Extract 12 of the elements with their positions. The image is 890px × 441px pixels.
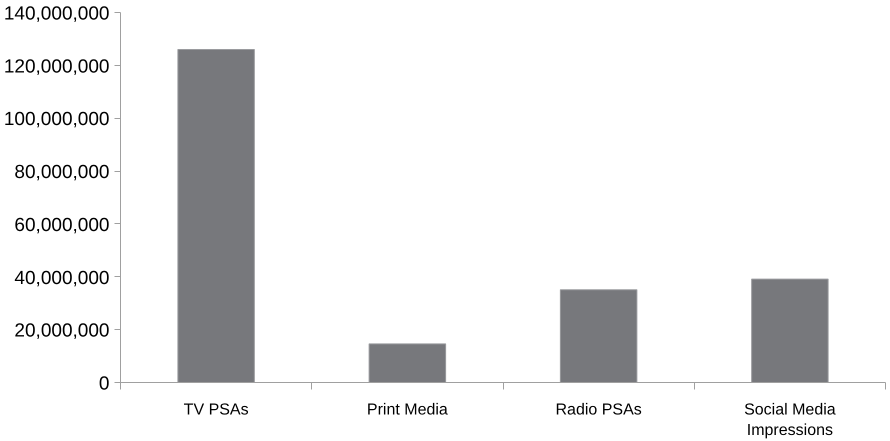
- y-tick-label: 120,000,000: [4, 56, 110, 78]
- y-tick-label: 80,000,000: [14, 162, 110, 184]
- y-tick-label: 40,000,000: [14, 268, 110, 289]
- y-tick-label: 20,000,000: [14, 320, 110, 342]
- x-tick-label: Social Media Impressions: [744, 402, 836, 439]
- y-tick-label: 140,000,000: [4, 4, 110, 24]
- y-tick-label: 60,000,000: [14, 214, 110, 236]
- y-tick-label: 100,000,000: [4, 109, 110, 130]
- x-tick-label: TV PSAs: [184, 402, 249, 418]
- x-tick-label: Print Media: [366, 402, 448, 418]
- x-tick-label: Radio PSAs: [555, 402, 642, 418]
- y-tick-label: 0: [98, 374, 110, 394]
